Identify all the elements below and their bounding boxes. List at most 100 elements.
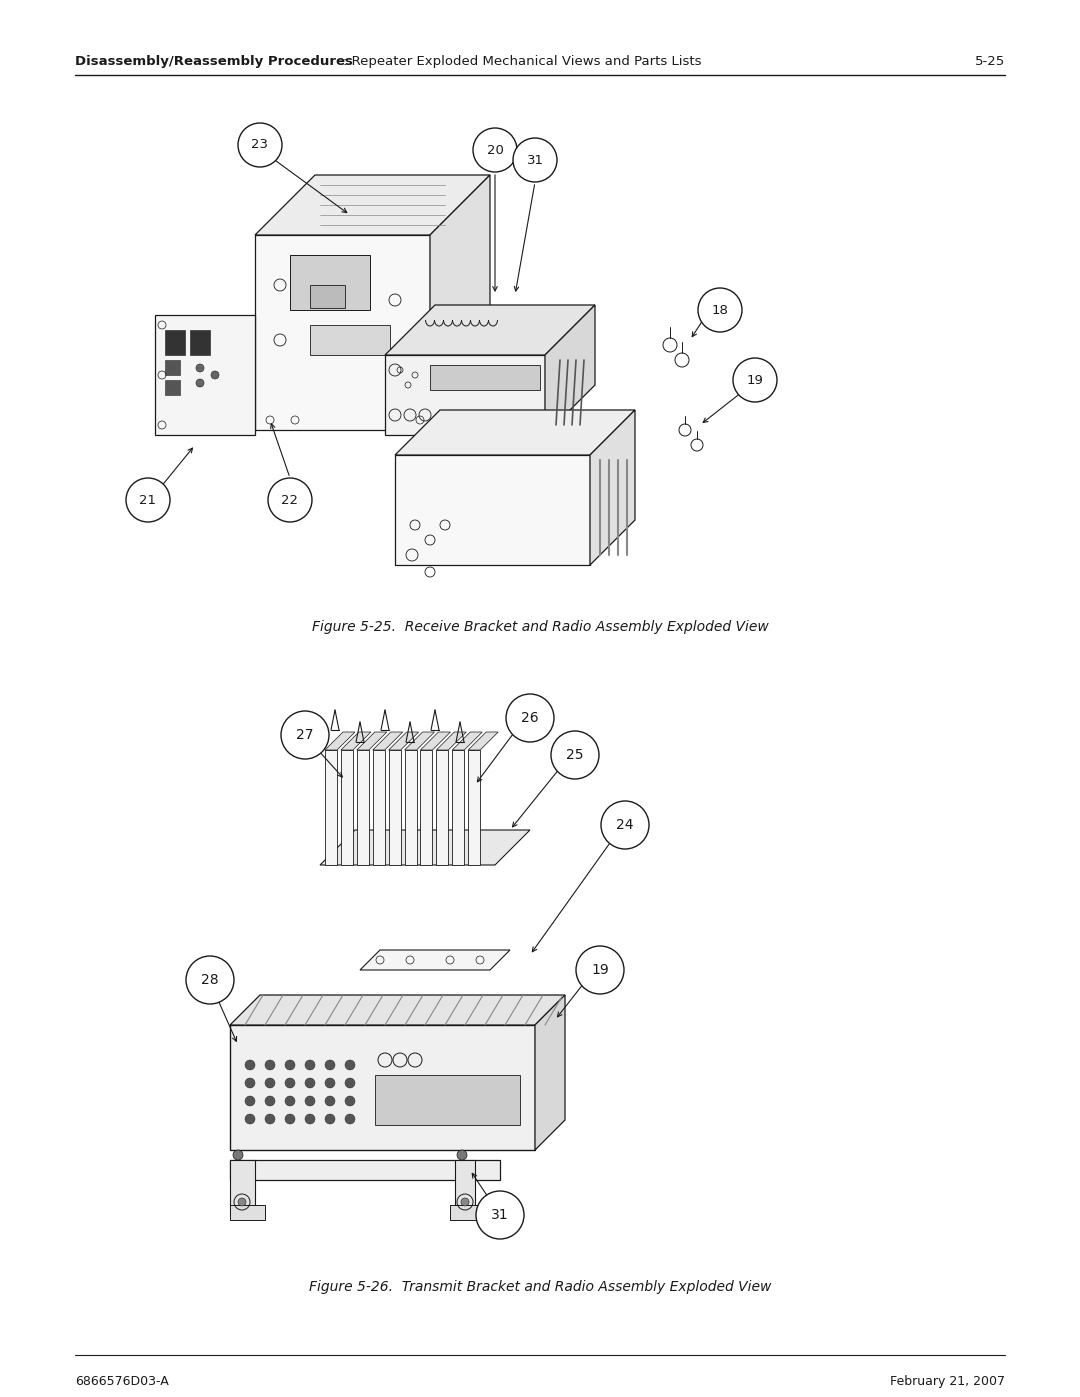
Circle shape [473,129,517,172]
Text: 31: 31 [527,154,543,166]
Text: 31: 31 [491,1208,509,1222]
Text: 22: 22 [282,493,298,507]
Circle shape [195,365,204,372]
Text: Figure 5-26.  Transmit Bracket and Radio Assembly Exploded View: Figure 5-26. Transmit Bracket and Radio … [309,1280,771,1294]
Polygon shape [453,750,464,865]
Circle shape [126,478,170,522]
Circle shape [238,123,282,168]
Polygon shape [356,750,368,865]
Circle shape [325,1078,335,1088]
Polygon shape [373,732,403,750]
Circle shape [345,1113,355,1125]
Circle shape [325,1060,335,1070]
Circle shape [265,1060,275,1070]
Text: 27: 27 [296,728,314,742]
Circle shape [325,1097,335,1106]
Polygon shape [420,732,450,750]
Circle shape [345,1060,355,1070]
Polygon shape [230,1160,255,1215]
Circle shape [457,1150,467,1160]
Polygon shape [395,455,590,564]
Polygon shape [420,750,432,865]
Text: 19: 19 [746,373,764,387]
Polygon shape [310,326,390,355]
Polygon shape [190,330,210,355]
Polygon shape [255,235,430,430]
Circle shape [576,946,624,995]
Polygon shape [430,365,540,390]
Circle shape [733,358,777,402]
Text: 23: 23 [252,138,269,151]
Polygon shape [436,750,448,865]
Polygon shape [165,380,180,395]
Circle shape [551,731,599,780]
Polygon shape [395,409,635,455]
Circle shape [305,1097,315,1106]
Circle shape [507,694,554,742]
Circle shape [238,1199,246,1206]
Polygon shape [341,750,353,865]
Circle shape [265,1078,275,1088]
Text: 21: 21 [139,493,157,507]
Circle shape [186,956,234,1004]
Polygon shape [360,950,510,970]
Text: 28: 28 [201,972,219,988]
Circle shape [211,372,219,379]
Text: Disassembly/Reassembly Procedures: Disassembly/Reassembly Procedures [75,54,353,68]
Polygon shape [325,750,337,865]
Circle shape [285,1113,295,1125]
Circle shape [195,379,204,387]
Polygon shape [375,1076,519,1125]
Text: 20: 20 [487,144,503,156]
Polygon shape [469,750,481,865]
Polygon shape [156,314,255,434]
Circle shape [245,1078,255,1088]
Circle shape [305,1078,315,1088]
Circle shape [233,1150,243,1160]
Polygon shape [469,732,498,750]
Polygon shape [325,732,355,750]
Text: 25: 25 [566,747,584,761]
Circle shape [245,1097,255,1106]
Polygon shape [291,256,370,310]
Polygon shape [453,732,483,750]
Polygon shape [373,750,384,865]
Circle shape [285,1097,295,1106]
Polygon shape [545,305,595,434]
Polygon shape [255,175,490,235]
Polygon shape [310,285,345,307]
Circle shape [285,1060,295,1070]
Polygon shape [320,830,530,865]
Polygon shape [165,330,185,355]
Text: 6866576D03-A: 6866576D03-A [75,1375,168,1389]
Circle shape [265,1113,275,1125]
Circle shape [698,288,742,332]
Polygon shape [450,1206,485,1220]
Circle shape [305,1060,315,1070]
Polygon shape [389,750,401,865]
Polygon shape [590,409,635,564]
Polygon shape [405,750,417,865]
Text: 24: 24 [617,819,634,833]
Circle shape [461,1199,469,1206]
Circle shape [265,1097,275,1106]
Polygon shape [230,1025,535,1150]
Polygon shape [455,1160,475,1215]
Text: February 21, 2007: February 21, 2007 [890,1375,1005,1389]
Polygon shape [356,732,387,750]
Circle shape [245,1060,255,1070]
Polygon shape [384,355,545,434]
Polygon shape [430,175,490,430]
Circle shape [281,711,329,759]
Circle shape [345,1078,355,1088]
Circle shape [305,1113,315,1125]
Text: : Repeater Exploded Mechanical Views and Parts Lists: : Repeater Exploded Mechanical Views and… [343,54,702,68]
Circle shape [285,1078,295,1088]
Text: 26: 26 [522,711,539,725]
Circle shape [345,1097,355,1106]
Polygon shape [230,1206,265,1220]
Polygon shape [230,1160,500,1180]
Polygon shape [436,732,467,750]
Circle shape [245,1113,255,1125]
Text: 18: 18 [712,303,728,317]
